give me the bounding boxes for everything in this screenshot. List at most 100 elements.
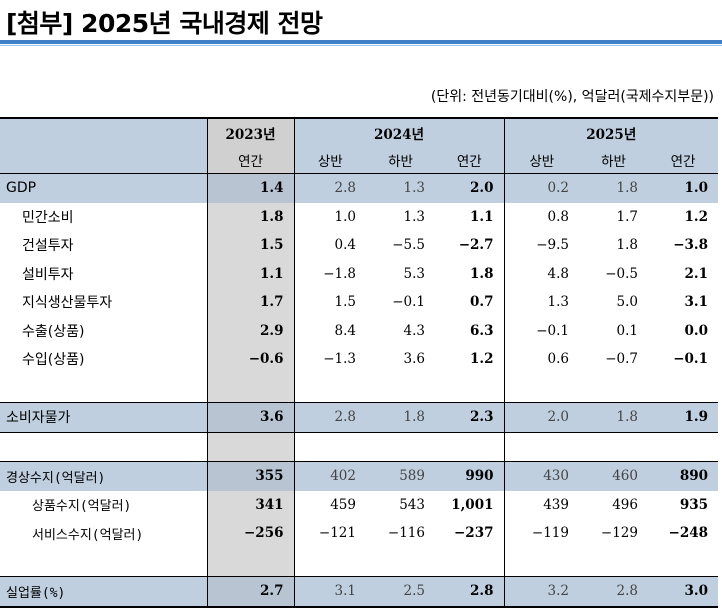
cell-value: 3.6	[206, 402, 294, 432]
spacer-row	[0, 431, 719, 462]
header-period: 상반	[503, 146, 579, 174]
cell-value: −1.3	[293, 345, 366, 374]
cell-value: 1.8	[579, 402, 648, 432]
cell-value: 3.2	[503, 576, 579, 608]
cell-value: 1,001	[451, 496, 494, 513]
cell-value: 1.5	[206, 231, 294, 260]
cell-value: 0.2	[503, 173, 579, 203]
cell-value: 2.3	[435, 402, 504, 432]
cell-value: 1.1	[206, 259, 294, 288]
table-row: 소비자물가 3.6 2.8 1.8 2.3 2.0 1.8 1.9	[0, 402, 719, 432]
row-label: 상품수지(억달러)	[32, 499, 132, 515]
cell-value: 3.0	[648, 576, 719, 608]
cell-value: 1.9	[648, 402, 719, 432]
cell-value: 0.1	[616, 322, 638, 339]
cell-value: −256	[206, 519, 294, 548]
cell-value: 1.7	[206, 288, 294, 317]
header-period: 연간	[435, 146, 504, 174]
row-label: 설비투자	[22, 266, 74, 283]
cell-value: −248	[668, 525, 709, 542]
cell-value: 543	[399, 496, 425, 513]
row-label: 수출(상품)	[22, 323, 85, 340]
cell-value: −237	[454, 525, 494, 542]
cell-value: 1.0	[648, 173, 719, 203]
cell-value: 459	[293, 490, 366, 519]
title-underline	[0, 40, 722, 44]
cell-value: −0.6	[206, 345, 294, 374]
table-row: 수입(상품) −0.6 −1.3 3.6 1.2 0.6 −0.7 −0.1	[0, 345, 718, 374]
spacer-row	[0, 373, 718, 403]
cell-value: 3.1	[684, 294, 709, 311]
cell-value: 1.3	[366, 173, 435, 203]
cell-value: 1.5	[293, 288, 366, 317]
row-label: 소비자물가	[0, 402, 207, 432]
header-period: 연간	[206, 146, 294, 174]
cell-value: −3.8	[673, 237, 709, 254]
cell-value: 890	[648, 461, 719, 491]
cell-value: 2.8	[293, 402, 366, 432]
cell-value: 935	[679, 496, 709, 513]
cell-value: 0.0	[684, 322, 709, 339]
table-row: 지식생산물투자 1.7 1.5 −0.1 0.7 1.3 5.0 3.1	[0, 288, 718, 317]
cell-value: 460	[579, 461, 648, 491]
cell-value: −9.5	[503, 231, 579, 260]
cell-value: 3.6	[403, 351, 425, 368]
cell-value: −119	[503, 519, 579, 548]
cell-value: −5.5	[392, 237, 425, 254]
row-label: 지식생산물투자	[22, 295, 113, 312]
cell-value: 0.8	[503, 202, 579, 231]
cell-value: 1.8	[616, 237, 638, 254]
header-period: 연간	[648, 146, 719, 174]
cell-value: −2.7	[458, 237, 494, 254]
table-row: 경상수지(억달러) 355 402 589 990 430 460 890	[0, 461, 719, 491]
cell-value: 5.3	[403, 265, 425, 282]
table-row: 설비투자 1.1 −1.8 5.3 1.8 4.8 −0.5 2.1	[0, 259, 718, 288]
cell-value: 1.2	[684, 208, 709, 225]
cell-value: 341	[206, 490, 294, 519]
cell-value: −0.1	[392, 294, 425, 311]
cell-value: 1.3	[503, 288, 579, 317]
cell-value: −1.8	[293, 259, 366, 288]
table-row: 민간소비 1.8 1.0 1.3 1.1 0.8 1.7 1.2	[0, 202, 718, 231]
cell-value: 1.8	[579, 173, 648, 203]
cell-value: 8.4	[293, 316, 366, 345]
cell-value: 1.1	[470, 208, 494, 225]
row-label: 수입(상품)	[22, 352, 85, 369]
row-label: 경상수지(억달러)	[0, 461, 207, 491]
cell-value: 2.5	[366, 576, 435, 608]
cell-value: 355	[206, 461, 294, 491]
cell-value: 2.7	[206, 576, 294, 608]
cell-value: −0.7	[605, 351, 638, 368]
unit-note: (단위: 전년동기대비(%), 억달러(국제수지부문))	[430, 89, 714, 105]
header-row-periods: 연간 상반 하반 연간 상반 하반 연간	[0, 146, 719, 174]
page-title: [첨부] 2025년 국내경제 전망	[6, 9, 323, 38]
cell-value: 2.9	[206, 316, 294, 345]
row-label: 건설투자	[22, 238, 74, 255]
header-year-2025: 2025년	[503, 117, 719, 146]
table-row: 서비스수지(억달러) −256 −121 −116 −237 −119 −129…	[0, 519, 718, 548]
row-label: 민간소비	[22, 209, 74, 226]
cell-value: 2.0	[435, 173, 504, 203]
cell-value: 402	[293, 461, 366, 491]
cell-value: 1.0	[293, 202, 366, 231]
table-row: GDP 1.4 2.8 1.3 2.0 0.2 1.8 1.0	[0, 173, 719, 203]
cell-value: −116	[387, 525, 425, 542]
cell-value: −0.1	[503, 316, 579, 345]
cell-value: 4.3	[403, 322, 425, 339]
cell-value: 430	[503, 461, 579, 491]
cell-value: 1.8	[206, 202, 294, 231]
table-row: 건설투자 1.5 0.4 −5.5 −2.7 −9.5 1.8 −3.8	[0, 231, 718, 260]
header-period: 하반	[366, 146, 435, 174]
forecast-table: 2023년 2024년 2025년 연간 상반 하반 연간 상반 하반 연간 G…	[0, 117, 719, 608]
title-underline-thin	[0, 45, 722, 46]
cell-value: 4.8	[503, 259, 579, 288]
cell-value: 2.8	[293, 173, 366, 203]
header-corner-2	[0, 146, 207, 174]
header-year-2023: 2023년	[206, 117, 294, 146]
cell-value: 5.0	[616, 294, 638, 311]
header-row-years: 2023년 2024년 2025년	[0, 117, 719, 146]
cell-value: 1.2	[470, 351, 494, 368]
cell-value: 589	[366, 461, 435, 491]
cell-value: 6.3	[470, 322, 494, 339]
cell-value: 2.8	[435, 576, 504, 608]
